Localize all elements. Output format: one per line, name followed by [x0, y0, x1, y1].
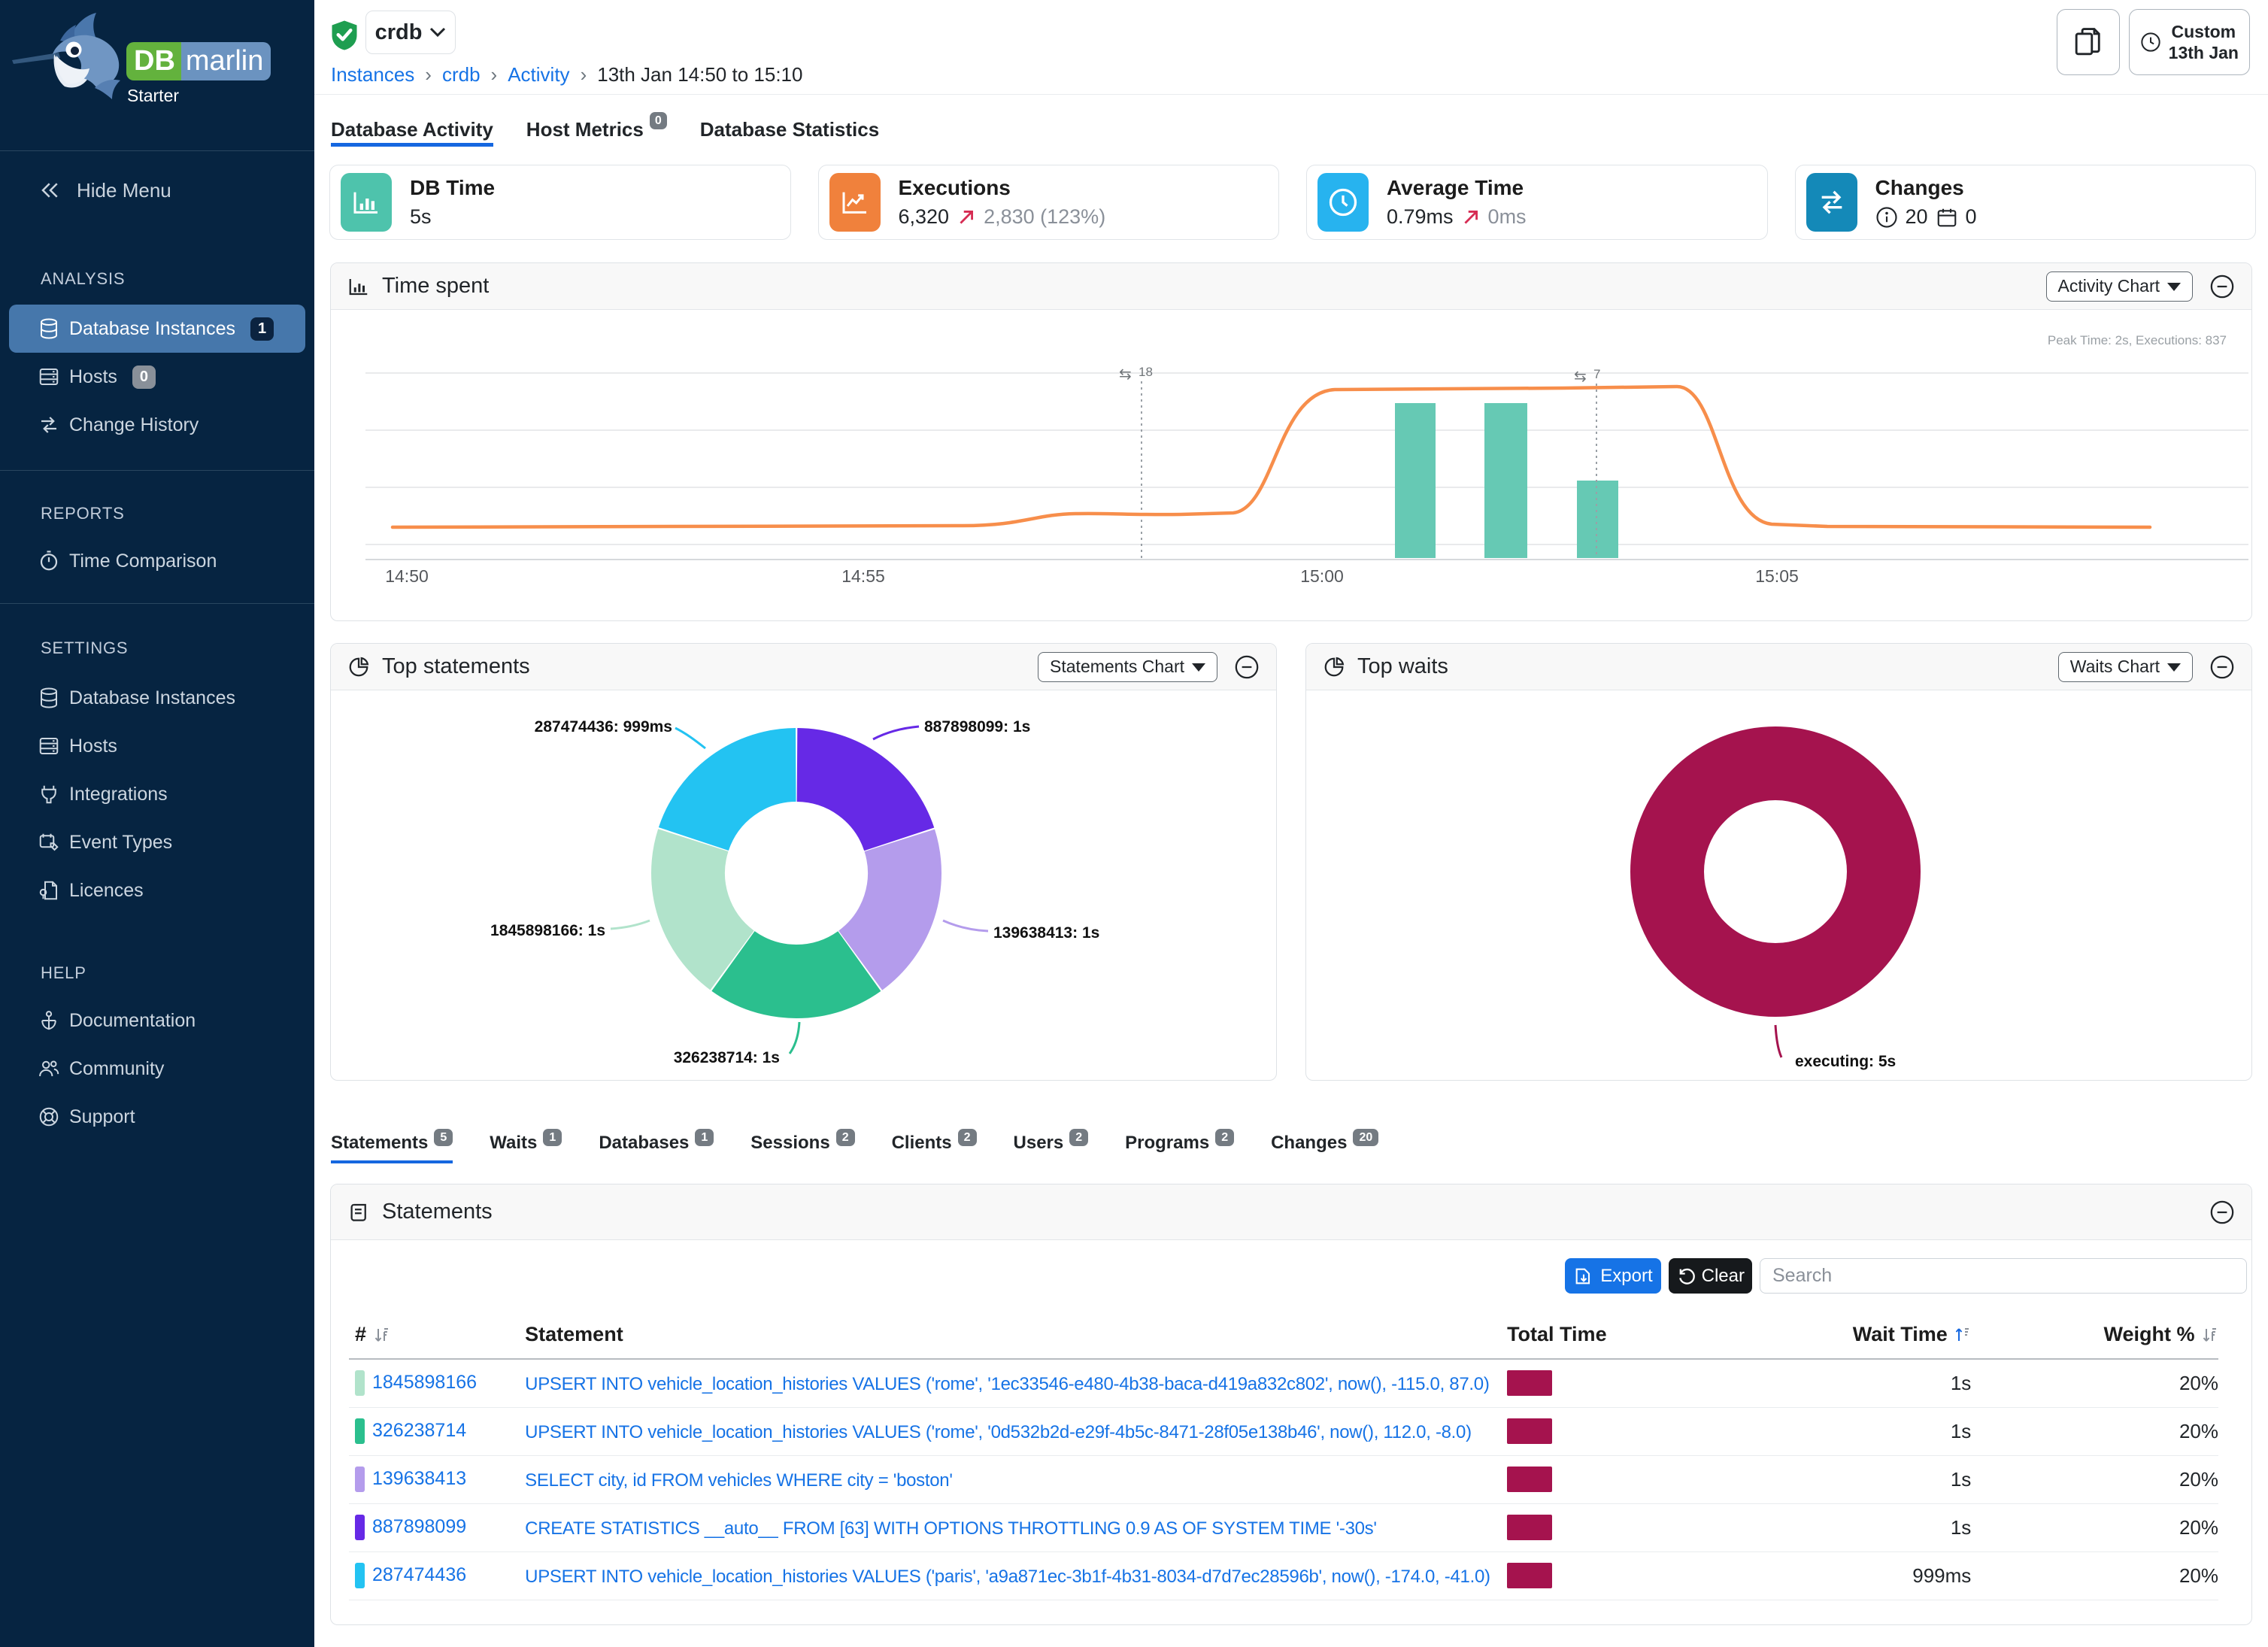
svg-text:14:50: 14:50 — [385, 566, 429, 586]
svg-text:7: 7 — [1593, 367, 1600, 381]
svg-text:139638413: 1s: 139638413: 1s — [993, 924, 1099, 942]
svg-text:887898099: 1s: 887898099: 1s — [924, 718, 1030, 736]
svg-text:executing: 5s: executing: 5s — [1795, 1053, 1896, 1070]
svg-text:⇆: ⇆ — [1119, 366, 1132, 383]
svg-text:⇆: ⇆ — [1574, 369, 1587, 385]
svg-text:326238714: 1s: 326238714: 1s — [674, 1049, 780, 1066]
svg-text:18: 18 — [1139, 365, 1153, 379]
svg-text:1845898166: 1s: 1845898166: 1s — [490, 922, 605, 939]
svg-text:14:55: 14:55 — [841, 566, 885, 586]
svg-text:15:05: 15:05 — [1755, 566, 1799, 586]
svg-text:Peak Time: 2s, Executions: 837: Peak Time: 2s, Executions: 837 — [2048, 333, 2227, 347]
svg-text:15:00: 15:00 — [1300, 566, 1344, 586]
svg-text:287474436: 999ms: 287474436: 999ms — [535, 718, 672, 736]
